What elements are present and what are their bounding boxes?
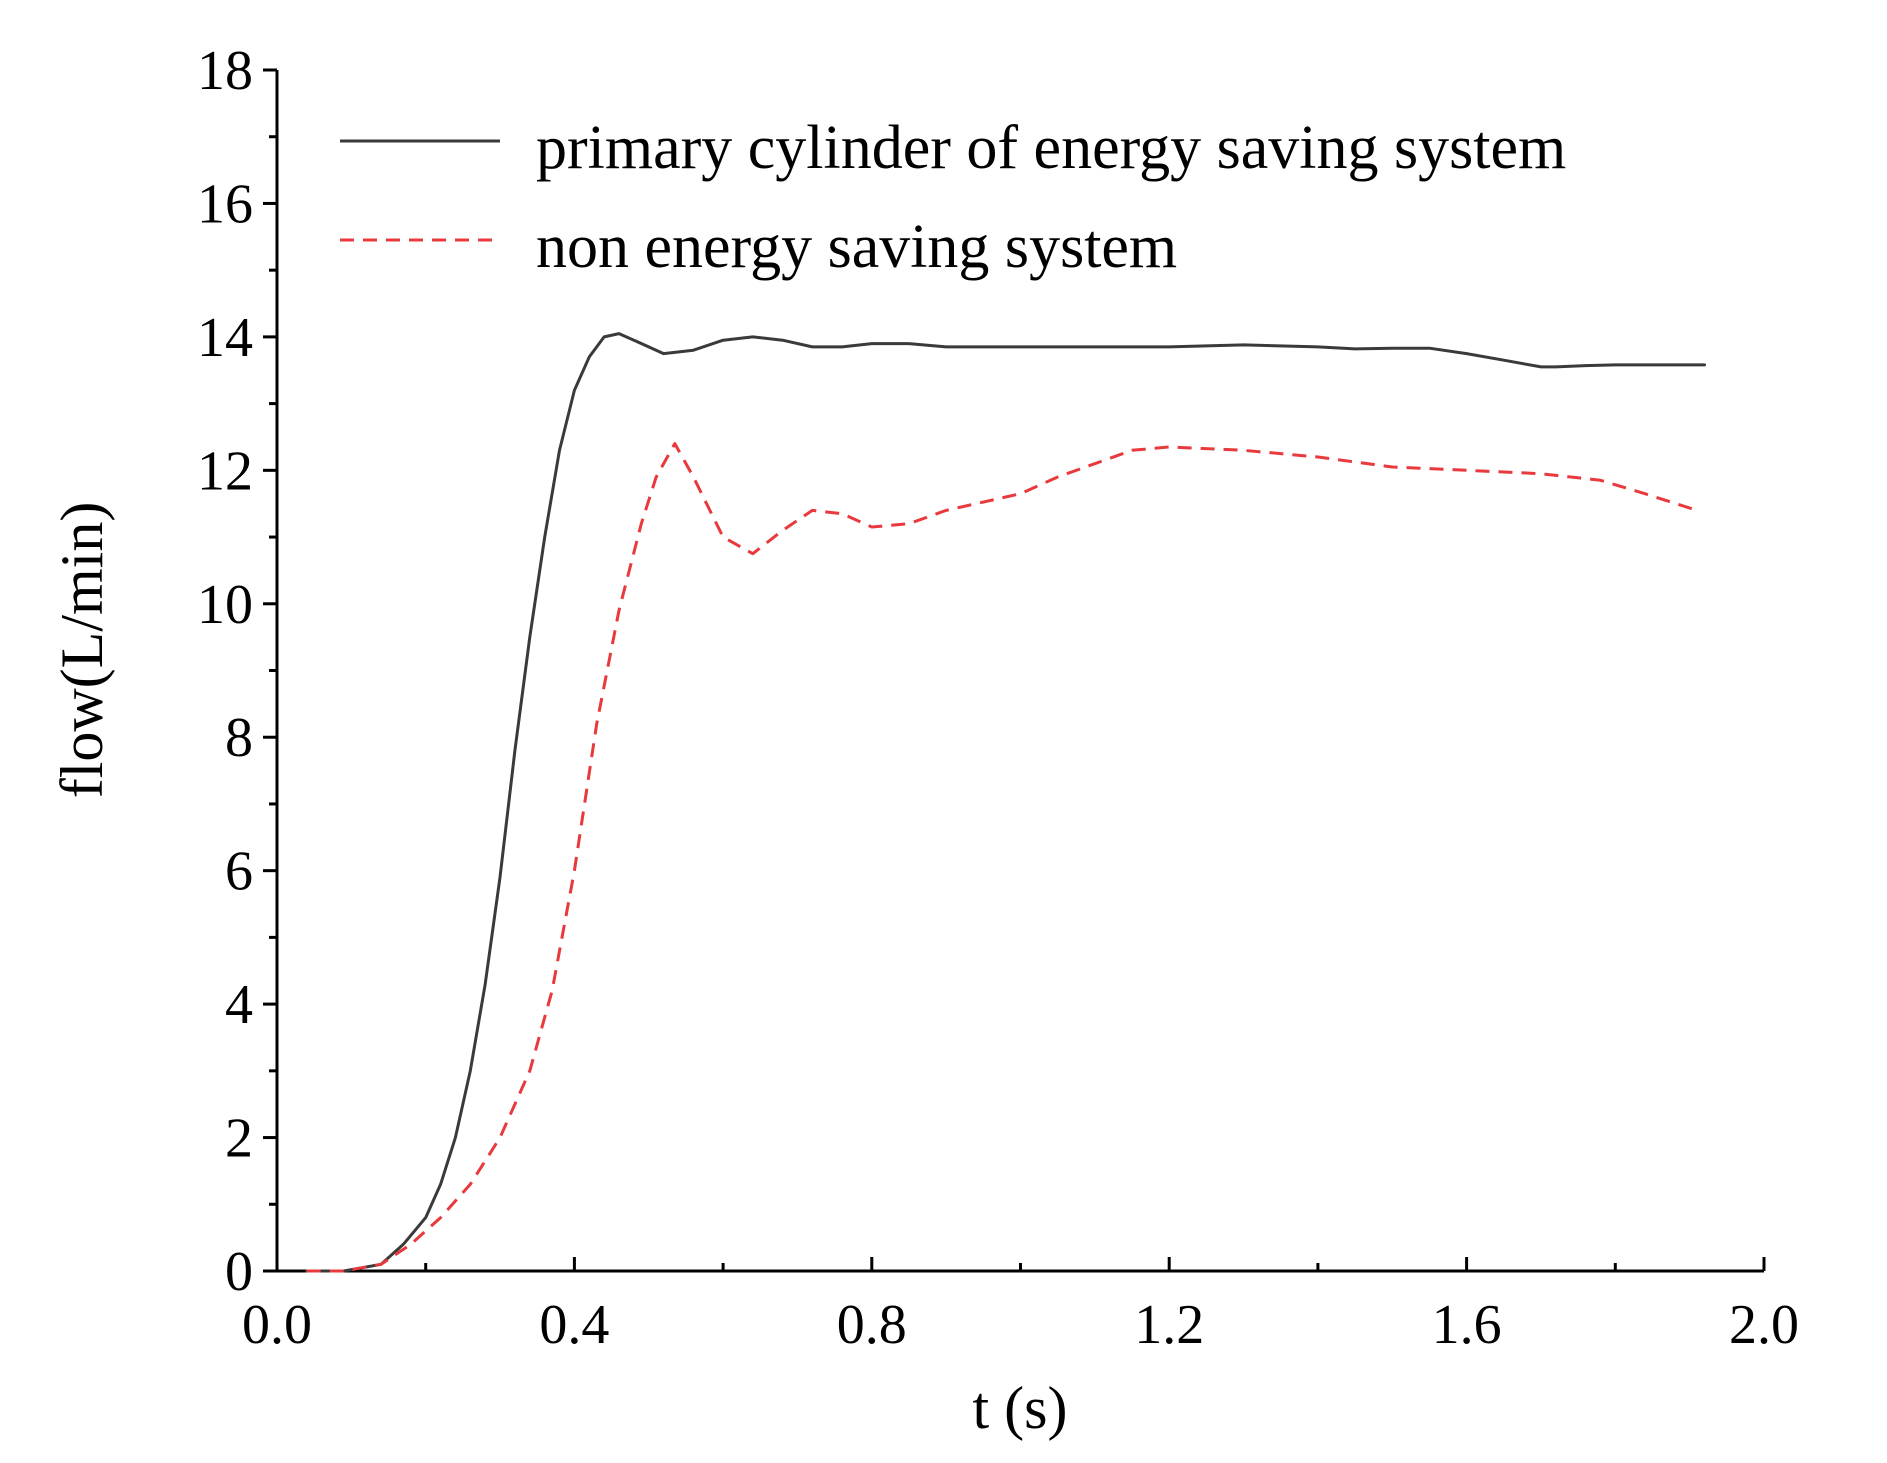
x-tick-label-5: 2.0	[1729, 1294, 1799, 1356]
series-line-1	[306, 442, 1698, 1273]
y-axis-title: flow(L/min)	[49, 502, 115, 799]
y-tick-label-4: 8	[225, 707, 253, 769]
y-tick-label-0: 0	[225, 1241, 253, 1303]
y-tick-label-2: 4	[225, 974, 253, 1036]
y-tick-label-8: 16	[197, 173, 253, 235]
y-tick-label-3: 6	[225, 841, 253, 903]
y-tick-label-5: 10	[197, 574, 253, 636]
y-tick-label-9: 18	[197, 40, 253, 102]
series-lines	[305, 332, 1706, 1273]
x-tick-label-2: 0.8	[837, 1294, 907, 1356]
x-axis-ticks: 0.0 0.4 0.8 1.2 1.6 2.0	[242, 1257, 1799, 1356]
y-tick-label-7: 14	[197, 307, 253, 369]
x-tick-label-1: 0.4	[539, 1294, 609, 1356]
series-line-0	[305, 332, 1706, 1273]
x-axis-title: t (s)	[973, 1375, 1068, 1441]
x-tick-label-4: 1.6	[1432, 1294, 1502, 1356]
y-tick-label-6: 12	[197, 440, 253, 502]
legend-label-non-energy-saving: non energy saving system	[536, 213, 1177, 281]
y-tick-label-1: 2	[225, 1108, 253, 1170]
y-axis-ticks: 0 2 4 6 8 10 12 14 16 18	[197, 40, 277, 1303]
legend-label-primary-cylinder: primary cylinder of energy saving system	[536, 114, 1566, 182]
x-tick-label-0: 0.0	[242, 1294, 312, 1356]
x-tick-label-3: 1.2	[1134, 1294, 1204, 1356]
legend: primary cylinder of energy saving system…	[340, 114, 1566, 281]
